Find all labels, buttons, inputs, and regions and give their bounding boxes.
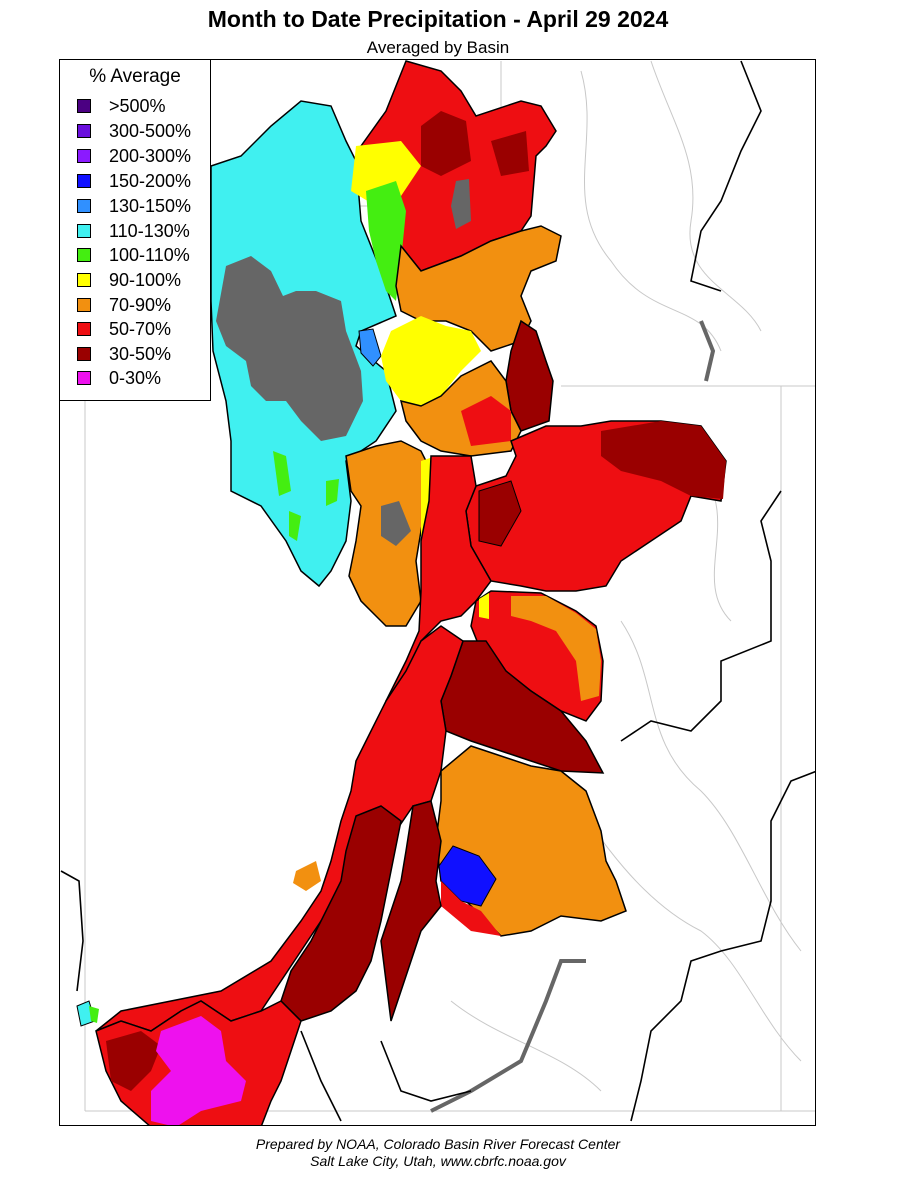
region-red-provo-east	[461, 396, 511, 446]
legend-item: 90-100%	[77, 268, 181, 292]
legend-title: % Average	[89, 66, 181, 87]
legend-swatch	[77, 273, 91, 287]
region-dark-red-east	[505, 319, 554, 432]
region-duchesne-darkred-2	[478, 480, 522, 547]
legend-item: 100-110%	[77, 243, 190, 267]
region-san-rafael-orange	[511, 596, 601, 701]
legend-swatch	[77, 298, 91, 312]
legend-item: 50-70%	[77, 317, 171, 341]
legend-item: 110-130%	[77, 219, 190, 243]
region-sw-green	[89, 1006, 99, 1023]
legend-label: 300-500%	[109, 120, 192, 141]
legend-swatch	[77, 347, 91, 361]
outer-boundaries	[60, 60, 815, 1122]
legend-item: 200-300%	[77, 144, 191, 168]
legend-label: 110-130%	[109, 220, 190, 241]
region-virgin-orange	[293, 861, 321, 891]
legend-item: 150-200%	[77, 169, 191, 193]
legend-label: 150-200%	[109, 170, 192, 191]
legend-swatch	[77, 99, 91, 113]
legend-swatch	[77, 224, 91, 238]
region-utah-lake-gray	[381, 501, 411, 546]
legend-swatch	[77, 149, 91, 163]
region-yellow-wasatch	[381, 316, 481, 406]
map-title: Month to Date Precipitation - April 29 2…	[207, 6, 669, 32]
legend-label: >500%	[109, 95, 166, 116]
legend-label: 100-110%	[109, 244, 190, 265]
reservoir-flaming-gorge	[699, 320, 716, 382]
legend-swatch	[77, 322, 91, 336]
legend-label: 90-100%	[109, 269, 182, 290]
legend: % Average >500% 300-500% 200-300% 150-20…	[59, 59, 211, 401]
region-lower-virgin-darkred	[106, 1031, 161, 1091]
legend-item: 0-30%	[77, 366, 161, 390]
region-blue-lake	[358, 328, 382, 367]
region-virgin-darkred-2	[280, 805, 402, 1022]
region-bear-darkred	[421, 111, 471, 176]
legend-label: 30-50%	[109, 343, 172, 364]
lake-powell	[430, 959, 586, 1113]
region-bear-darkred-2	[491, 131, 529, 176]
region-green-3	[289, 511, 301, 541]
region-yellow-north	[351, 141, 421, 206]
legend-item: >500%	[77, 94, 166, 118]
legend-label: 70-90%	[109, 294, 172, 315]
legend-item: 130-150%	[77, 194, 191, 218]
map-subtitle: Averaged by Basin	[366, 38, 510, 57]
legend-swatch	[77, 174, 91, 188]
legend-swatch	[77, 124, 91, 138]
basin-map	[60, 60, 815, 1125]
region-magenta	[151, 1016, 246, 1125]
region-great-salt-lake	[216, 256, 363, 441]
region-bear-gray	[451, 179, 471, 229]
footer-location: Salt Lake City, Utah, www.cbrfc.noaa.gov	[310, 1153, 566, 1169]
region-duchesne-darkred	[601, 421, 726, 499]
legend-swatch	[77, 371, 91, 385]
region-green-north	[366, 181, 406, 301]
legend-swatch	[77, 199, 91, 213]
region-escalante-red	[441, 881, 501, 936]
footer-credit: Prepared by NOAA, Colorado Basin River F…	[255, 1136, 621, 1152]
legend-item: 30-50%	[77, 342, 171, 366]
legend-label: 0-30%	[109, 367, 162, 388]
region-escalante-blue	[438, 845, 497, 907]
legend-label: 130-150%	[109, 195, 192, 216]
legend-label: 50-70%	[109, 318, 172, 339]
region-yellow-small	[479, 593, 489, 619]
region-virgin-darkred	[380, 800, 442, 1022]
legend-swatch	[77, 248, 91, 262]
legend-item: 300-500%	[77, 119, 191, 143]
region-green-2	[326, 479, 339, 506]
region-green-1	[273, 451, 291, 496]
legend-item: 70-90%	[77, 293, 171, 317]
legend-label: 200-300%	[109, 145, 192, 166]
map-frame	[59, 59, 816, 1126]
